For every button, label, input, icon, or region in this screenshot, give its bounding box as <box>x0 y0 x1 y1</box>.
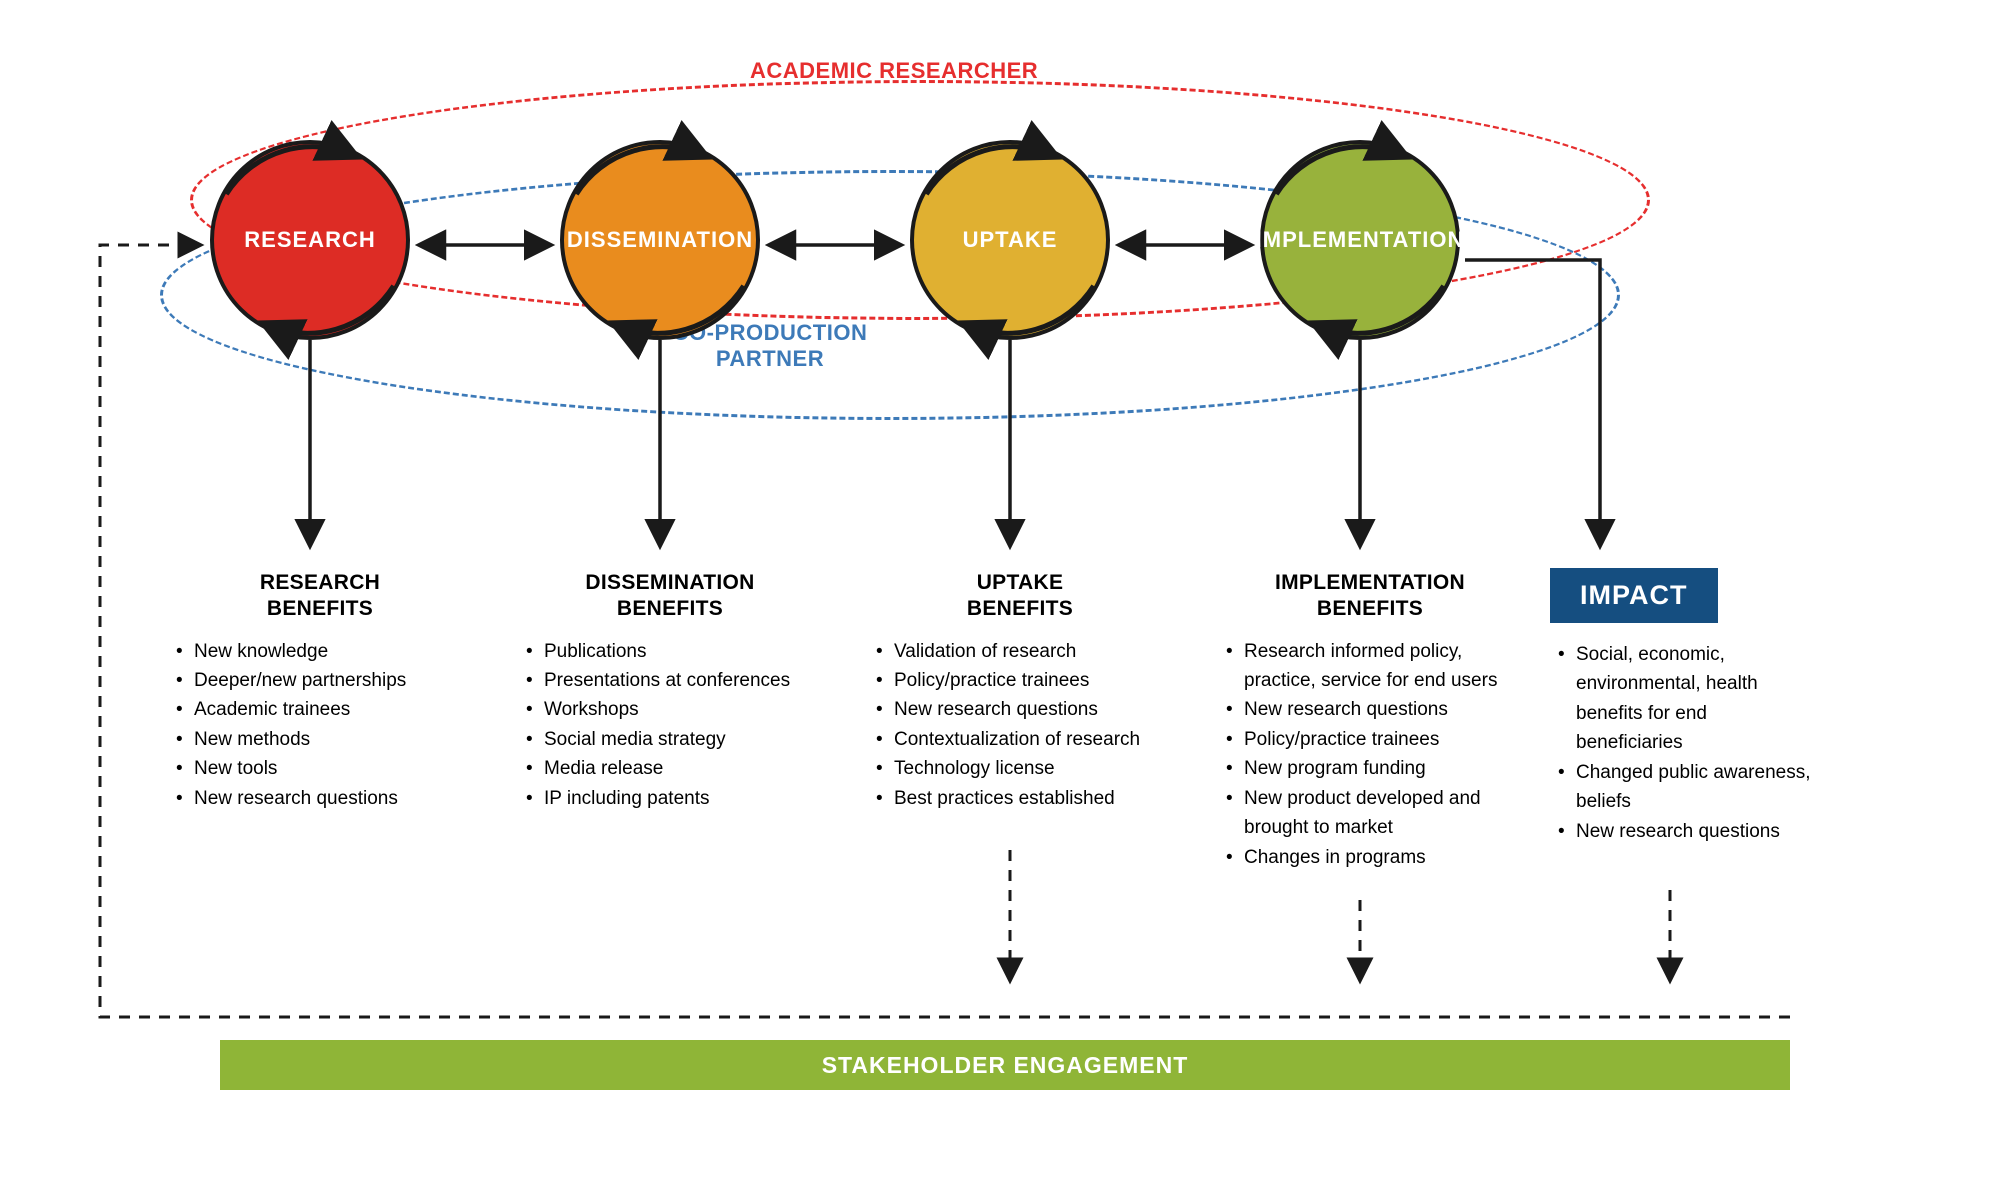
stakeholder-engagement-bar: STAKEHOLDER ENGAGEMENT <box>220 1040 1790 1090</box>
uptake-circle: UPTAKE <box>910 140 1110 340</box>
list-item: Validation of research <box>876 637 1170 666</box>
list-item: New research questions <box>1558 817 1812 846</box>
uptake-benefits-title: UPTAKEBENEFITS <box>870 570 1170 623</box>
list-item: Changed public awareness, beliefs <box>1558 758 1812 817</box>
list-item: Research informed policy, practice, serv… <box>1226 637 1520 696</box>
list-item: Changes in programs <box>1226 843 1520 872</box>
list-item: IP including patents <box>526 784 820 813</box>
list-item: Publications <box>526 637 820 666</box>
list-item: Policy/practice trainees <box>876 666 1170 695</box>
uptake-label: UPTAKE <box>963 227 1058 253</box>
list-item: Presentations at conferences <box>526 666 820 695</box>
list-item: New knowledge <box>176 637 470 666</box>
list-item: New research questions <box>1226 695 1520 724</box>
list-item: New product developed and brought to mar… <box>1226 784 1520 843</box>
list-item: Social, economic, environmental, health … <box>1558 640 1812 758</box>
list-item: Contextualization of research <box>876 725 1170 754</box>
list-item: Technology license <box>876 754 1170 783</box>
list-item: New program funding <box>1226 754 1520 783</box>
list-item: Deeper/new partnerships <box>176 666 470 695</box>
list-item: New research questions <box>176 784 470 813</box>
research-benefits: RESEARCHBENEFITS New knowledgeDeeper/new … <box>170 570 470 813</box>
academic-researcher-label: ACADEMIC RESEARCHER <box>750 58 1038 84</box>
implementation-label: IMPLEMENTATION <box>1256 227 1465 253</box>
list-item: New methods <box>176 725 470 754</box>
impact-box: IMPACT <box>1550 568 1718 623</box>
list-item: Best practices established <box>876 784 1170 813</box>
implementation-benefits-title: IMPLEMENTATIONBENEFITS <box>1220 570 1520 623</box>
list-item: Academic trainees <box>176 695 470 724</box>
list-item: Workshops <box>526 695 820 724</box>
research-label: RESEARCH <box>244 227 375 253</box>
research-benefits-title: RESEARCHBENEFITS <box>170 570 470 623</box>
impact-benefits: Social, economic, environmental, health … <box>1552 640 1812 846</box>
implementation-benefits: IMPLEMENTATIONBENEFITS Research informed … <box>1220 570 1520 872</box>
list-item: Media release <box>526 754 820 783</box>
dissemination-circle: DISSEMINATION <box>560 140 760 340</box>
uptake-benefits: UPTAKEBENEFITS Validation of researchPoli… <box>870 570 1170 813</box>
dissemination-benefits-title: DISSEMINATIONBENEFITS <box>520 570 820 623</box>
list-item: Policy/practice trainees <box>1226 725 1520 754</box>
list-item: New research questions <box>876 695 1170 724</box>
dissemination-benefits: DISSEMINATIONBENEFITS PublicationsPresent… <box>520 570 820 813</box>
research-circle: RESEARCH <box>210 140 410 340</box>
implementation-circle: IMPLEMENTATION <box>1260 140 1460 340</box>
list-item: New tools <box>176 754 470 783</box>
research-impact-diagram: ACADEMIC RESEARCHER CO-PRODUCTION PARTNE… <box>0 0 2000 1202</box>
list-item: Social media strategy <box>526 725 820 754</box>
dissemination-label: DISSEMINATION <box>567 227 753 253</box>
